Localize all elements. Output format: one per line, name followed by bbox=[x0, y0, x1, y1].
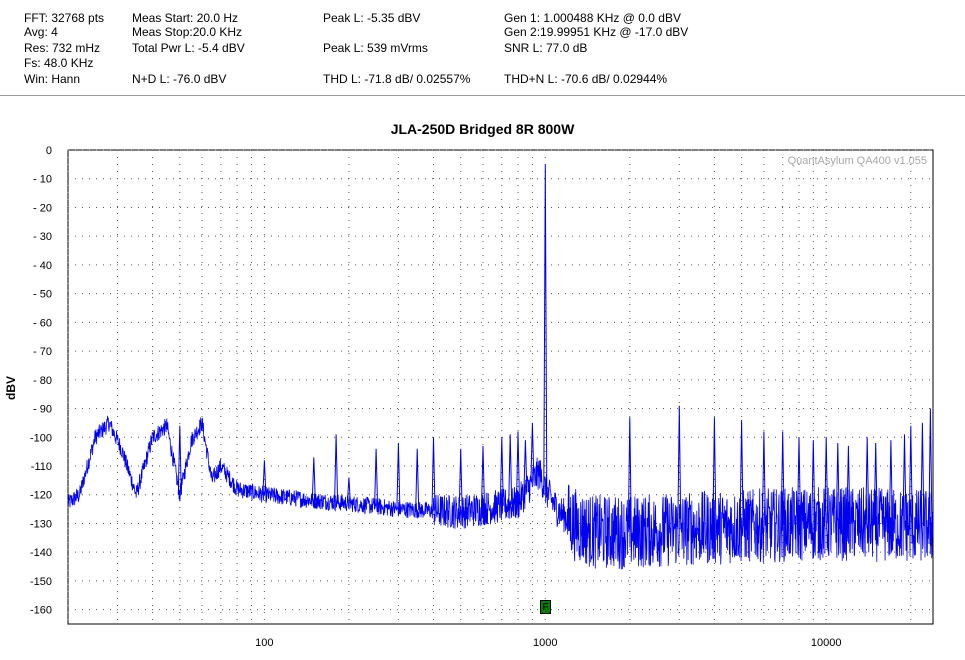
y-tick-label: -140 bbox=[30, 547, 52, 559]
spectrum-peak bbox=[396, 442, 401, 510]
sample-rate: Fs: 48.0 KHz bbox=[24, 56, 94, 70]
spectrum-peak bbox=[865, 437, 870, 525]
x-tick-label: 10000 bbox=[811, 637, 842, 649]
spectrum-peak bbox=[908, 425, 913, 526]
y-tick-label: - 30 bbox=[33, 231, 52, 243]
gen2: Gen 2:19.99951 KHz @ -17.0 dBV bbox=[504, 25, 689, 39]
spectrum-peak bbox=[888, 440, 893, 526]
y-tick-label: - 70 bbox=[33, 346, 52, 358]
spectrum-peak bbox=[415, 448, 420, 511]
spectrum-peak bbox=[481, 445, 485, 509]
spectrum-peak bbox=[920, 422, 925, 527]
window-type: Win: Hann bbox=[24, 72, 81, 86]
y-tick-label: -110 bbox=[31, 461, 52, 473]
spectrum-peak bbox=[797, 437, 801, 525]
spectrum-peak bbox=[374, 448, 379, 507]
spectrum-peak bbox=[431, 437, 436, 511]
resolution: Res: 732 mHz bbox=[24, 41, 101, 55]
x-tick-label: 100 bbox=[255, 637, 273, 649]
peak-dbv: Peak L: -5.35 dBV bbox=[323, 11, 421, 25]
spectrum-peak bbox=[508, 434, 513, 505]
spectrum-peak bbox=[873, 442, 878, 525]
y-tick-label: -150 bbox=[30, 576, 52, 588]
y-tick-label: -130 bbox=[30, 518, 52, 530]
y-tick-label: - 90 bbox=[33, 404, 52, 416]
y-tick-label: - 60 bbox=[33, 317, 52, 329]
spectrum-peak bbox=[346, 477, 351, 504]
thd-plus-noise: THD+N L: -70.6 dB/ 0.02944% bbox=[504, 72, 668, 86]
spectrum-peak bbox=[499, 437, 504, 506]
spectrum-peak bbox=[811, 440, 816, 524]
y-tick-label: -160 bbox=[30, 605, 52, 617]
spectrum-peak bbox=[712, 417, 717, 528]
spectrum-peak bbox=[761, 431, 766, 526]
spectrum-peak bbox=[902, 434, 907, 526]
y-tick-label: -100 bbox=[30, 432, 52, 444]
noise-distortion: N+D L: -76.0 dBV bbox=[132, 72, 227, 86]
meas-stop: Meas Stop:20.0 KHz bbox=[132, 25, 243, 39]
spectrum-peak bbox=[458, 448, 463, 513]
spectrum-peak bbox=[177, 425, 182, 495]
y-tick-label: - 50 bbox=[33, 289, 52, 301]
y-tick-label: - 20 bbox=[33, 202, 52, 214]
spectrum-peak bbox=[262, 460, 267, 495]
spectrum-peak bbox=[311, 457, 316, 501]
spectrum-peak bbox=[824, 437, 829, 524]
snr: SNR L: 77.0 dB bbox=[504, 41, 588, 55]
fft-size: FFT: 32768 pts bbox=[24, 11, 105, 25]
spectrum-peak bbox=[928, 408, 933, 527]
plot-frame bbox=[67, 149, 934, 625]
spectrum-peak bbox=[627, 417, 632, 533]
spectrum-peak bbox=[846, 445, 851, 525]
spectrum-peak bbox=[543, 164, 548, 490]
averages: Avg: 4 bbox=[24, 25, 58, 39]
thd: THD L: -71.8 dB/ 0.02557% bbox=[323, 72, 471, 86]
spectrum-peak bbox=[516, 431, 520, 504]
frequency-marker[interactable]: F bbox=[540, 600, 551, 614]
x-tick-label: 1000 bbox=[533, 637, 557, 649]
y-tick-label: -120 bbox=[30, 490, 52, 502]
y-tick-label: - 40 bbox=[33, 260, 52, 272]
y-tick-label: 0 bbox=[46, 145, 52, 157]
spectrum-peak bbox=[677, 405, 682, 530]
peak-mvrms: Peak L: 539 mVrms bbox=[323, 41, 428, 55]
spectrum-peak bbox=[523, 440, 528, 493]
chart-title: JLA-250D Bridged 8R 800W bbox=[390, 121, 575, 137]
y-tick-label: - 80 bbox=[33, 375, 52, 387]
gen1: Gen 1: 1.000488 KHz @ 0.0 dBV bbox=[504, 11, 681, 25]
spectrum-peak bbox=[835, 442, 840, 524]
spectrum-peak bbox=[334, 434, 339, 503]
spectrum-peak bbox=[780, 431, 785, 525]
total-power: Total Pwr L: -5.4 dBV bbox=[132, 41, 245, 55]
header-divider bbox=[0, 95, 965, 96]
y-tick-label: - 10 bbox=[33, 174, 52, 186]
spectrum-peak bbox=[739, 419, 744, 527]
meas-start: Meas Start: 20.0 Hz bbox=[132, 11, 239, 25]
watermark: QuantAsylum QA400 v1.055 bbox=[787, 155, 927, 167]
spectrum-peak bbox=[530, 422, 535, 482]
